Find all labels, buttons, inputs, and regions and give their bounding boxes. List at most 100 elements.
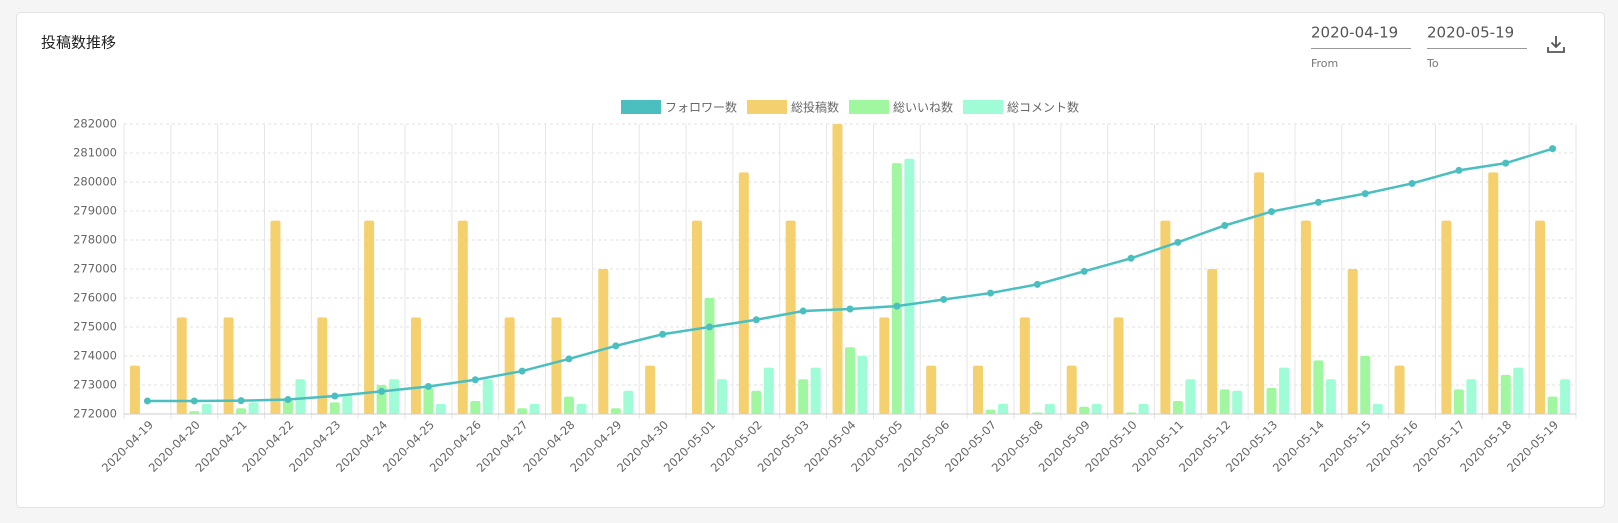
- line-point: [659, 330, 667, 338]
- bar: [704, 298, 715, 414]
- bar: [598, 269, 609, 414]
- download-button[interactable]: [1547, 36, 1565, 53]
- line-point: [565, 355, 573, 363]
- bar: [1300, 220, 1311, 414]
- bar: [857, 356, 868, 414]
- bar: [1372, 403, 1383, 414]
- line-point: [1268, 208, 1276, 216]
- bar: [317, 317, 328, 414]
- bar: [551, 317, 562, 414]
- legend-label: フォロワー数: [665, 100, 737, 115]
- line-point: [518, 367, 526, 375]
- bar: [1313, 360, 1324, 414]
- bar: [504, 317, 515, 414]
- y-tick-label: 282000: [73, 117, 117, 131]
- line-point: [1080, 267, 1088, 275]
- bar: [845, 347, 855, 414]
- bar: [1488, 172, 1499, 414]
- bar: [879, 317, 890, 414]
- bar: [482, 379, 493, 414]
- line-point: [1455, 166, 1463, 174]
- bar: [1360, 356, 1371, 414]
- legend-label: 総いいね数: [893, 100, 953, 115]
- bar: [1113, 317, 1124, 414]
- bar: [470, 400, 481, 414]
- date-from[interactable]: 2020-04-19 From: [1311, 24, 1411, 71]
- bar: [1347, 269, 1358, 414]
- y-tick-label: 273000: [73, 378, 117, 392]
- y-tick-label: 275000: [73, 320, 117, 334]
- bar: [926, 365, 937, 414]
- date-from-label: From: [1311, 57, 1338, 70]
- line-point: [1314, 198, 1322, 206]
- line-point: [1502, 159, 1510, 167]
- bar: [295, 379, 306, 414]
- line-point: [1361, 190, 1369, 198]
- bar: [1254, 172, 1265, 414]
- bar: [763, 367, 774, 414]
- line-point: [1549, 145, 1557, 153]
- legend-swatch: [963, 100, 1004, 114]
- line-point: [1408, 179, 1416, 187]
- bar: [1441, 220, 1452, 414]
- bar: [201, 403, 212, 414]
- line-point: [1033, 280, 1041, 288]
- bar: [832, 124, 843, 414]
- legend-swatch: [746, 100, 787, 114]
- line-point: [752, 316, 760, 324]
- bar: [1513, 367, 1524, 414]
- bar: [248, 402, 259, 414]
- line-point: [1221, 222, 1229, 229]
- bar: [1466, 379, 1477, 414]
- line-point: [987, 289, 995, 297]
- bar: [1232, 390, 1243, 414]
- date-to[interactable]: 2020-05-19 To: [1426, 24, 1527, 71]
- date-to-value[interactable]: 2020-05-19: [1427, 24, 1514, 42]
- y-tick-label: 278000: [73, 233, 117, 247]
- bar: [751, 390, 762, 414]
- bar: [282, 399, 293, 414]
- bar: [691, 220, 702, 414]
- line-point: [893, 302, 901, 310]
- date-to-label: To: [1426, 57, 1439, 70]
- line-point: [237, 397, 245, 405]
- bar: [563, 396, 574, 414]
- line-point: [846, 305, 854, 313]
- bar: [223, 317, 234, 414]
- bar: [189, 411, 200, 414]
- bar: [738, 172, 749, 414]
- bar: [798, 379, 809, 414]
- bar: [1219, 389, 1230, 414]
- bar: [389, 379, 400, 414]
- line-point: [1127, 254, 1135, 262]
- line-point: [1174, 238, 1182, 246]
- bar: [1185, 379, 1196, 414]
- y-tick-label: 281000: [73, 146, 117, 160]
- bar: [1091, 403, 1102, 414]
- bar: [1044, 403, 1055, 414]
- line-point: [705, 323, 713, 331]
- legend: フォロワー数 総投稿数 総いいね数 総コメント数: [620, 100, 1079, 115]
- bar: [1535, 220, 1546, 414]
- bar: [410, 317, 421, 414]
- legend-label: 総投稿数: [791, 100, 839, 115]
- card-title: 投稿数推移: [41, 34, 116, 52]
- bar: [1453, 389, 1464, 414]
- bar: [457, 220, 468, 414]
- bar: [973, 365, 984, 414]
- bar: [1547, 396, 1558, 414]
- legend-swatch: [849, 100, 889, 114]
- bar: [645, 365, 656, 414]
- bar: [529, 403, 540, 414]
- legend-swatch: [620, 100, 661, 114]
- date-from-value[interactable]: 2020-04-19: [1311, 24, 1398, 42]
- line-point: [471, 376, 479, 384]
- bar: [610, 408, 621, 414]
- bar: [1207, 269, 1218, 414]
- bar: [1500, 374, 1511, 414]
- bar: [904, 158, 915, 414]
- line-point: [940, 295, 948, 303]
- line-point: [331, 392, 339, 400]
- y-tick-label: 280000: [73, 175, 117, 189]
